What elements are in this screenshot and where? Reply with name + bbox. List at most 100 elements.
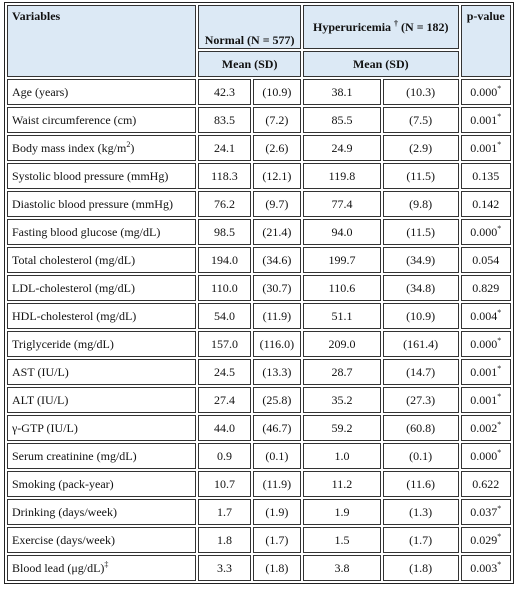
normal-sd: (0.1) <box>252 443 302 469</box>
p-value-cell: 0.001* <box>460 359 511 385</box>
normal-mean: 83.5 <box>198 107 251 133</box>
hyper-mean: 38.1 <box>303 79 381 105</box>
p-value-cell: 0.003* <box>460 555 511 581</box>
hyper-header: Hyperuricemia † (N = 182) <box>303 5 459 49</box>
hyper-mean: 51.1 <box>303 303 381 329</box>
hyper-sd: (1.3) <box>382 499 459 525</box>
hyper-sd: (14.7) <box>382 359 459 385</box>
normal-mean: 98.5 <box>198 219 251 245</box>
normal-sd: (11.9) <box>252 303 302 329</box>
p-value: 0.029 <box>470 533 498 547</box>
hyper-sd: (7.5) <box>382 107 459 133</box>
p-value: 0.829 <box>472 280 500 295</box>
variable-cell: Total cholesterol (mg/dL) <box>7 247 197 273</box>
normal-sd: (34.6) <box>252 247 302 273</box>
p-value-cell: 0.002* <box>460 415 511 441</box>
table-body: Age (years) 42.3 (10.9) 38.1 (10.3) 0.000* Wai… <box>7 79 511 581</box>
variable-cell: Smoking (pack-year) <box>7 471 197 497</box>
normal-mean: 157.0 <box>198 331 251 357</box>
normal-sd: (30.7) <box>252 275 302 301</box>
normal-mean: 10.7 <box>198 471 251 497</box>
variable-cell: Drinking (days/week) <box>7 499 197 525</box>
variable-label: Exercise (days/week) <box>12 532 115 547</box>
normal-mean: 194.0 <box>198 247 251 273</box>
normal-sd: (1.9) <box>252 499 302 525</box>
p-value: 0.004 <box>470 309 498 323</box>
header-row: Variables Normal (N = 577) Hyperuricemia… <box>7 5 511 77</box>
p-mark: * <box>497 392 502 401</box>
normal-mean: 24.1 <box>198 135 251 161</box>
p-mark: * <box>497 336 502 345</box>
table-row: AST (IU/L) 24.5 (13.3) 28.7 (14.7) 0.001* <box>7 359 511 385</box>
p-value: 0.002 <box>470 421 498 435</box>
p-value-header: p-value <box>460 5 511 77</box>
p-value: 0.000 <box>470 85 498 99</box>
normal-subheader: Mean (SD) <box>198 51 302 77</box>
variable-cell: Exercise (days/week) <box>7 527 197 553</box>
data-table: Variables Normal (N = 577) Hyperuricemia… <box>4 2 514 584</box>
normal-mean: 42.3 <box>198 79 251 105</box>
hyper-mean: 119.8 <box>303 163 381 189</box>
hyper-mean: 3.8 <box>303 555 381 581</box>
variable-label: Waist circumference (cm) <box>12 112 137 127</box>
table-row: Systolic blood pressure (mmHg) 118.3 (12.1… <box>7 163 511 189</box>
hyper-sd: (34.9) <box>382 247 459 273</box>
variable-cell: Diastolic blood pressure (mmHg) <box>7 191 197 217</box>
variable-label: Drinking (days/week) <box>12 504 117 519</box>
variable-label: ALT (IU/L) <box>12 392 69 407</box>
hyper-sd: (11.5) <box>382 219 459 245</box>
p-value-cell: 0.000* <box>460 219 511 245</box>
p-value: 0.037 <box>470 505 498 519</box>
variable-cell: Age (years) <box>7 79 197 105</box>
hyper-sd: (161.4) <box>382 331 459 357</box>
p-value-cell: 0.829 <box>460 275 511 301</box>
p-mark: * <box>497 140 502 149</box>
normal-mean: 27.4 <box>198 387 251 413</box>
p-value-cell: 0.054 <box>460 247 511 273</box>
p-value-cell: 0.622 <box>460 471 511 497</box>
normal-sd: (46.7) <box>252 415 302 441</box>
p-value: 0.003 <box>470 561 498 575</box>
variable-label: HDL-cholesterol (mg/dL) <box>12 308 137 323</box>
table-row: Age (years) 42.3 (10.9) 38.1 (10.3) 0.000* <box>7 79 511 105</box>
p-mark: * <box>497 504 502 513</box>
p-value: 0.001 <box>470 365 498 379</box>
p-value: 0.054 <box>472 252 500 267</box>
hyper-sd: (1.8) <box>382 555 459 581</box>
hyper-mean: 85.5 <box>303 107 381 133</box>
hyper-mean: 110.6 <box>303 275 381 301</box>
hyper-sd: (1.7) <box>382 527 459 553</box>
p-mark: * <box>497 448 502 457</box>
p-value: 0.001 <box>470 141 498 155</box>
table-row: Exercise (days/week) 1.8 (1.7) 1.5 (1.7) 0.02… <box>7 527 511 553</box>
variable-sup: ‡ <box>104 560 109 569</box>
hyper-mean: 1.0 <box>303 443 381 469</box>
variable-cell: Blood lead (μg/dL)‡ <box>7 555 197 581</box>
table-row: HDL-cholesterol (mg/dL) 54.0 (11.9) 51.1 (10… <box>7 303 511 329</box>
normal-sd: (21.4) <box>252 219 302 245</box>
normal-mean: 1.7 <box>198 499 251 525</box>
p-value: 0.135 <box>472 168 500 183</box>
hyper-sd: (10.9) <box>382 303 459 329</box>
normal-sd: (12.1) <box>252 163 302 189</box>
variable-label: Diastolic blood pressure (mmHg) <box>12 196 173 211</box>
p-value: 0.000 <box>470 337 498 351</box>
hyper-mean: 94.0 <box>303 219 381 245</box>
variable-cell: Serum creatinine (mg/dL) <box>7 443 197 469</box>
hyper-mean: 24.9 <box>303 135 381 161</box>
variable-label: Body mass index (kg/m <box>12 141 127 155</box>
p-value: 0.622 <box>472 476 500 491</box>
p-value-cell: 0.037* <box>460 499 511 525</box>
variable-label: γ-GTP (IU/L) <box>12 420 78 435</box>
normal-sd: (13.3) <box>252 359 302 385</box>
normal-mean: 110.0 <box>198 275 251 301</box>
hyper-mean: 77.4 <box>303 191 381 217</box>
normal-mean: 76.2 <box>198 191 251 217</box>
variable-sup: 2 <box>126 140 131 149</box>
hyper-mean: 199.7 <box>303 247 381 273</box>
normal-sd: (116.0) <box>252 331 302 357</box>
p-mark: * <box>497 532 502 541</box>
variable-cell: Body mass index (kg/m2) <box>7 135 197 161</box>
normal-mean: 3.3 <box>198 555 251 581</box>
